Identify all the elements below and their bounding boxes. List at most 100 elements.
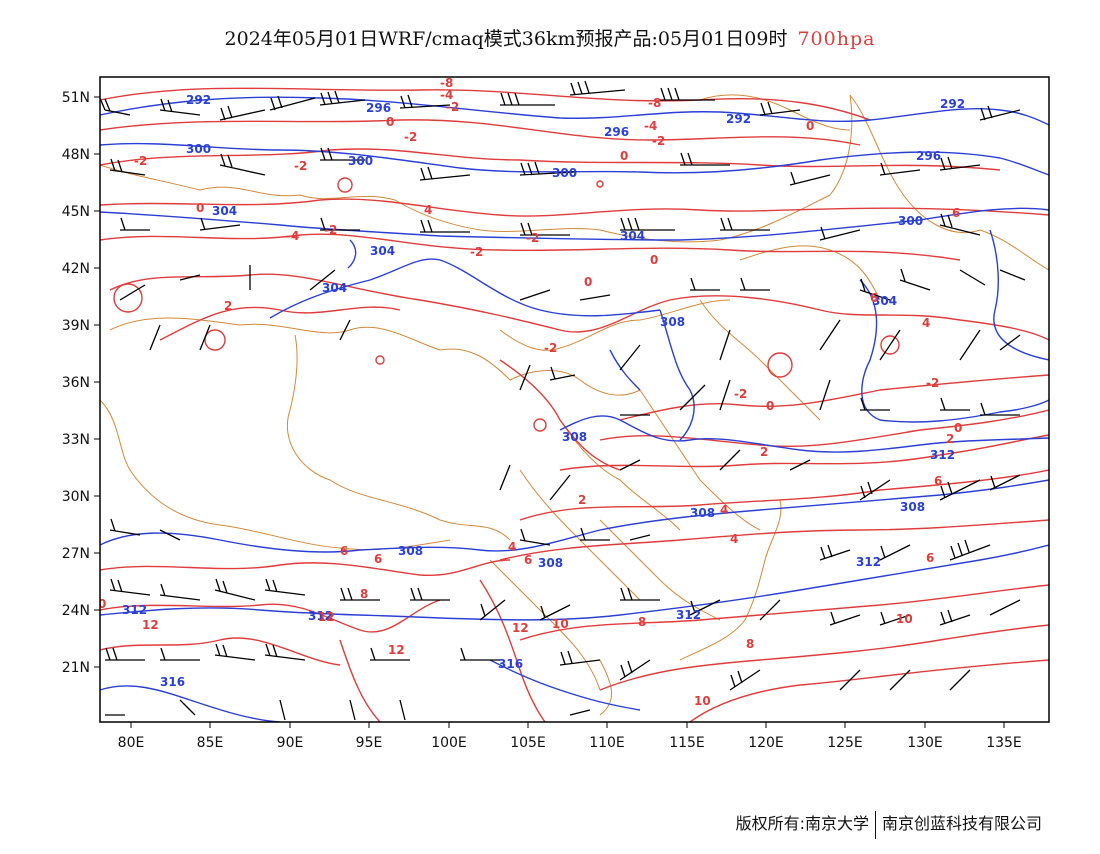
lat-label: 30N — [62, 489, 90, 505]
wind-barbs — [100, 80, 1026, 721]
lat-label: 21N — [62, 660, 90, 676]
lon-labels: 80E 85E 90E 95E 100E 105E 110E 115E 120E… — [118, 735, 1022, 751]
lon-label: 105E — [510, 735, 546, 751]
contour-label: -2 — [446, 100, 459, 114]
geopotential-contours — [100, 96, 1049, 722]
map-frame — [99, 76, 1050, 723]
contour-label: 304 — [370, 244, 395, 258]
contour-label: 2 — [946, 432, 954, 446]
contour-label: -2 — [324, 223, 337, 237]
lon-label: 95E — [356, 735, 383, 751]
copyright-text: 版权所有:南京大学 — [735, 814, 869, 833]
contour-label: 8 — [638, 615, 646, 629]
lat-label: 48N — [62, 147, 90, 163]
lat-label: 51N — [62, 90, 90, 106]
contour-label: -2 — [134, 154, 147, 168]
contour-label: 316 — [160, 675, 185, 689]
contour-label: -4 — [440, 88, 453, 102]
contour-label: 0 — [806, 119, 814, 133]
contour-label: 2 — [224, 299, 232, 313]
contour-label: 0 — [650, 253, 658, 267]
contour-label: -4 — [644, 119, 657, 133]
contour-label: -2 — [294, 159, 307, 173]
contour-label: 0 — [766, 399, 774, 413]
contour-label: 292 — [726, 112, 751, 126]
contour-label: -8 — [648, 96, 661, 110]
chart-title: 2024年05月01日WRF/cmaq模式36km预报产品:05月01日09时 7… — [0, 24, 1100, 51]
lon-label: 85E — [197, 735, 224, 751]
contour-label: 308 — [690, 506, 715, 520]
contour-label: 296 — [604, 125, 629, 139]
lat-label: 33N — [62, 432, 90, 448]
contour-label: -2 — [926, 376, 939, 390]
contour-label: 312 — [122, 603, 147, 617]
contour-label: 304 — [212, 204, 237, 218]
contour-label: 300 — [898, 214, 923, 228]
contour-label: 12 — [512, 621, 529, 635]
lat-label: 27N — [62, 546, 90, 562]
lat-ticks — [94, 96, 100, 668]
contour-label: 292 — [186, 93, 211, 107]
contour-label: 4 — [730, 532, 738, 546]
lon-label: 120E — [748, 735, 784, 751]
contour-label: 0 — [584, 275, 592, 289]
contour-label: -2 — [470, 245, 483, 259]
contour-label: 316 — [498, 657, 523, 671]
contour-label: 312 — [856, 555, 881, 569]
contour-label: -2 — [652, 134, 665, 148]
contour-label: 292 — [940, 97, 965, 111]
contour-label: 6 — [340, 544, 348, 558]
title-main: 2024年05月01日WRF/cmaq模式36km预报产品:05月01日09时 — [224, 28, 788, 50]
contour-label: 300 — [348, 154, 373, 168]
contour-label: 10 — [896, 612, 913, 626]
contour-label: -2 — [544, 341, 557, 355]
contour-label: 312 — [930, 448, 955, 462]
contour-label: 6 — [524, 553, 532, 567]
contour-label: 2 — [578, 493, 586, 507]
lat-labels: 51N 48N 45N 42N 39N 36N 33N 30N 27N 24N … — [62, 90, 90, 676]
contour-label: 8 — [746, 637, 754, 651]
pressure-level: 700hpa — [797, 28, 876, 50]
contour-label: 10 — [552, 617, 569, 631]
contour-label: 296 — [366, 101, 391, 115]
lon-label: 90E — [277, 735, 304, 751]
contour-label: 308 — [562, 430, 587, 444]
contour-label: 12 — [142, 618, 159, 632]
contour-label: 304 — [872, 294, 897, 308]
contour-label: 0 — [954, 421, 962, 435]
contour-label: 6 — [374, 552, 382, 566]
contour-label: -2 — [734, 387, 747, 401]
contour-label: 308 — [660, 315, 685, 329]
company-text: 南京创蓝科技有限公司 — [881, 814, 1042, 833]
lat-label: 24N — [62, 603, 90, 619]
lon-label: 135E — [986, 735, 1022, 751]
lon-label: 125E — [827, 735, 863, 751]
contour-label: 12 — [318, 610, 335, 624]
lat-label: 39N — [62, 318, 90, 334]
lon-label: 100E — [431, 735, 467, 751]
contour-label: 312 — [308, 609, 333, 623]
contour-label: -2 — [404, 130, 417, 144]
contour-label: 300 — [186, 142, 211, 156]
contour-label: -8 — [440, 76, 453, 90]
contour-label: 2 — [760, 445, 768, 459]
contour-label: 4 — [922, 316, 930, 330]
contour-label: 304 — [620, 229, 645, 243]
contour-label: 4 — [424, 203, 432, 217]
contour-label: 6 — [934, 474, 942, 488]
lon-ticks — [130, 722, 1005, 728]
map-layers: 292 296 296 292 292 300 300 300 296 304 … — [100, 76, 1049, 722]
lon-label: 130E — [907, 735, 943, 751]
contour-label: -2 — [526, 231, 539, 245]
contour-label: 4 — [720, 503, 728, 517]
contour-labels: 292 296 296 292 292 300 300 300 296 304 … — [100, 76, 965, 708]
footer-credits: 版权所有:南京大学 南京创蓝科技有限公司 — [736, 810, 1042, 839]
contour-label: 8 — [360, 587, 368, 601]
lon-label: 80E — [118, 735, 145, 751]
contour-label: 10 — [694, 694, 711, 708]
contour-label: 0 — [196, 201, 204, 215]
contour-label: 312 — [676, 608, 701, 622]
contour-label: -4 — [286, 229, 299, 243]
